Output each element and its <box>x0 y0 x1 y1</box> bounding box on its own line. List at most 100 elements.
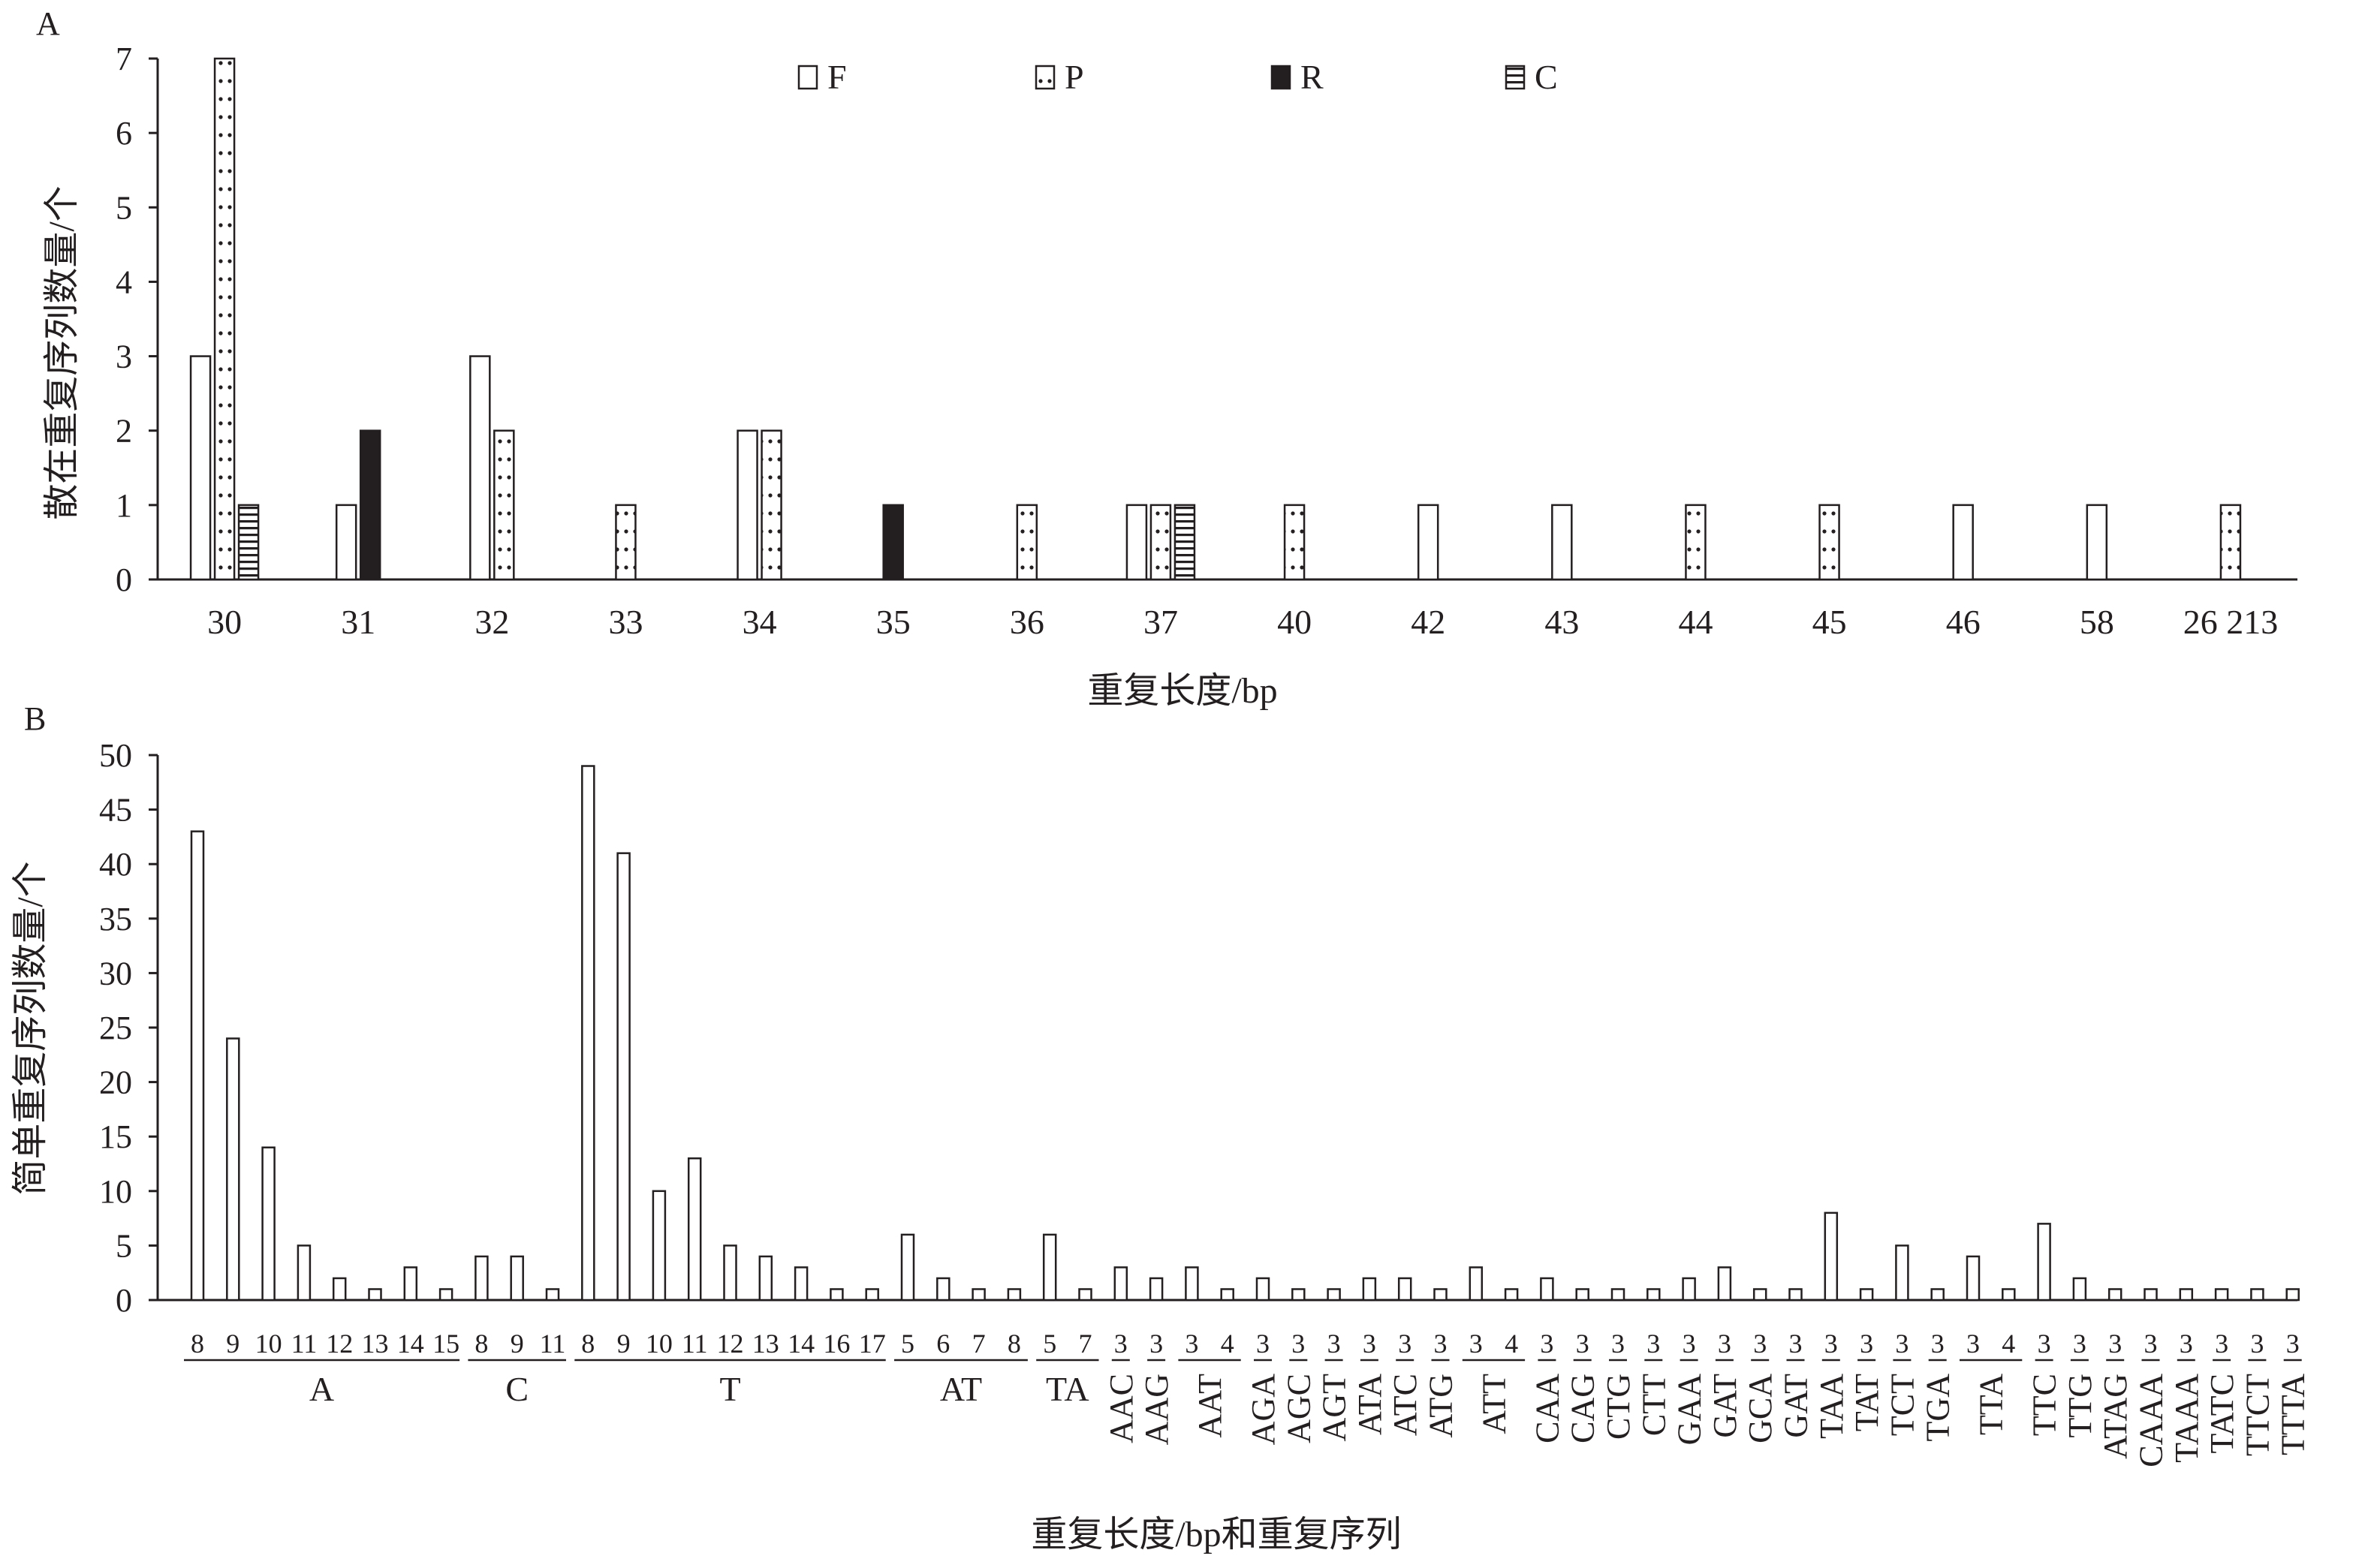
panel-b-length-label: 3 <box>1966 1329 1980 1359</box>
legend-label-F: F <box>827 58 847 96</box>
panel-b-length-label: 3 <box>2215 1329 2228 1359</box>
group-label-A: A <box>309 1370 334 1408</box>
panel-a-x-axis-title: 重复长度/bp <box>1087 671 1277 711</box>
panel-a-y-tick-label: 4 <box>116 263 132 300</box>
bar-R-35 <box>882 504 904 581</box>
panel-b-y-tick-label: 5 <box>116 1227 132 1264</box>
bar-AGA-3 <box>1255 1277 1270 1302</box>
bar-ATC-3 <box>1397 1277 1412 1302</box>
panel-b-length-label: 3 <box>1434 1329 1448 1359</box>
bar-A-8 <box>190 830 205 1302</box>
group-label-AT: AT <box>940 1370 982 1408</box>
panel-b-length-label: 5 <box>1043 1329 1056 1359</box>
panel-b-length-label: 3 <box>1576 1329 1589 1359</box>
bar-C-9 <box>510 1255 524 1302</box>
panel-b-length-label: 4 <box>1505 1329 1518 1359</box>
group-label-CTT: CTT <box>1635 1374 1672 1436</box>
bar-AAT-3 <box>1185 1266 1199 1302</box>
panel-b-length-label: 8 <box>581 1329 595 1359</box>
panel-b-length-label: 16 <box>823 1329 850 1359</box>
panel-a-x-tick-label: 45 <box>1812 603 1847 641</box>
panel-b-length-label: 11 <box>540 1329 566 1359</box>
panel-b-length-label: 3 <box>1469 1329 1483 1359</box>
group-label-AAC: AAC <box>1103 1374 1140 1443</box>
panel-b-y-tick-label: 15 <box>99 1118 132 1155</box>
panel-b-y-tick-label: 25 <box>99 1010 132 1046</box>
group-label-AAT: AAT <box>1192 1374 1228 1438</box>
panel-b-length-label: 3 <box>1540 1329 1553 1359</box>
panel-b-length-label: 13 <box>752 1329 779 1359</box>
group-label-TA: TA <box>1046 1370 1089 1408</box>
bar-TATC-3 <box>2214 1288 2229 1302</box>
panel-b-length-label: 3 <box>1149 1329 1163 1359</box>
panel-b-length-label: 3 <box>1895 1329 1909 1359</box>
panel-b-length-label: 17 <box>859 1329 886 1359</box>
group-label-AAG: AAG <box>1138 1374 1175 1445</box>
group-label-ATAG: ATAG <box>2097 1374 2134 1459</box>
legend-label-P: P <box>1065 58 1084 96</box>
panel-b-length-label: 3 <box>2144 1329 2158 1359</box>
group-label-ATG: ATG <box>1423 1374 1460 1438</box>
panel-b-length-label: 10 <box>646 1329 673 1359</box>
panel-a-x-tick-label: 35 <box>876 603 911 641</box>
panel-a-x-tick-label: 58 <box>2080 603 2114 641</box>
bar-C-37 <box>1173 504 1196 581</box>
panel-b-length-label: 3 <box>1824 1329 1838 1359</box>
bar-AAC-3 <box>1113 1266 1128 1302</box>
panel-a-x-tick-label: 31 <box>341 603 375 641</box>
bar-R-31 <box>359 429 381 581</box>
panel-b-length-label: 3 <box>1363 1329 1376 1359</box>
panel-a-x-tick-label: 33 <box>608 603 643 641</box>
group-label-AGA: AGA <box>1245 1374 1282 1446</box>
panel-b-length-label: 9 <box>511 1329 524 1359</box>
panel-a-x-tick-label: 32 <box>475 603 509 641</box>
panel-b-length-label: 3 <box>1611 1329 1625 1359</box>
bar-F-37 <box>1125 504 1148 581</box>
panel-b-length-label: 3 <box>1860 1329 1873 1359</box>
panel-b-y-tick-label: 0 <box>116 1282 132 1319</box>
panel-a-y-tick-label: 2 <box>116 413 132 450</box>
panel-b-length-label: 3 <box>1646 1329 1660 1359</box>
panel-a-y-tick-label: 0 <box>116 561 132 598</box>
panel-b-length-label: 10 <box>255 1329 282 1359</box>
group-label-ATA: ATA <box>1351 1374 1388 1435</box>
group-label-TAA: TAA <box>1813 1374 1850 1439</box>
panel-b: B 简单重复序列数量/个 重复长度/bp和重复序列 05101520253035… <box>11 700 2312 1554</box>
bar-T-9 <box>616 852 631 1302</box>
panel-b-length-label: 3 <box>2073 1329 2086 1359</box>
group-label-TTCT: TTCT <box>2239 1374 2276 1456</box>
bar-P-26213 <box>2219 504 2242 581</box>
panel-a-x-tick-label: 40 <box>1277 603 1312 641</box>
bar-P-40 <box>1283 504 1306 581</box>
bar-AT-6 <box>936 1277 951 1302</box>
legend-swatch-R <box>1270 65 1291 90</box>
bar-F-30 <box>189 355 212 581</box>
panel-b-length-label: 7 <box>972 1329 986 1359</box>
bar-F-43 <box>1551 504 1573 581</box>
panel-b-length-label: 13 <box>362 1329 389 1359</box>
panel-b-length-label: 3 <box>2286 1329 2300 1359</box>
panel-a-x-tick-label: 36 <box>1010 603 1044 641</box>
panel-b-length-label: 8 <box>1008 1329 1021 1359</box>
bar-TAA-3 <box>1824 1211 1839 1302</box>
bar-A-15 <box>438 1288 453 1302</box>
bar-T-11 <box>687 1157 702 1302</box>
bar-A-13 <box>368 1288 382 1302</box>
group-label-TTA: TTA <box>1973 1374 2010 1435</box>
bar-TTG-3 <box>2072 1277 2087 1302</box>
bar-TTCT-3 <box>2250 1288 2264 1302</box>
panel-a-label: A <box>36 5 60 42</box>
group-label-GAT: GAT <box>1778 1374 1815 1438</box>
group-label-CTG: CTG <box>1600 1374 1637 1440</box>
bar-CTT-3 <box>1646 1288 1661 1302</box>
bar-GAT-3 <box>1717 1266 1732 1302</box>
bar-T-10 <box>652 1190 667 1302</box>
panel-b-length-label: 8 <box>475 1329 488 1359</box>
bar-P-34 <box>761 429 782 581</box>
bar-TA-7 <box>1078 1288 1092 1302</box>
group-label-TTTA: TTTA <box>2275 1374 2312 1455</box>
legend-label-C: C <box>1535 58 1558 96</box>
